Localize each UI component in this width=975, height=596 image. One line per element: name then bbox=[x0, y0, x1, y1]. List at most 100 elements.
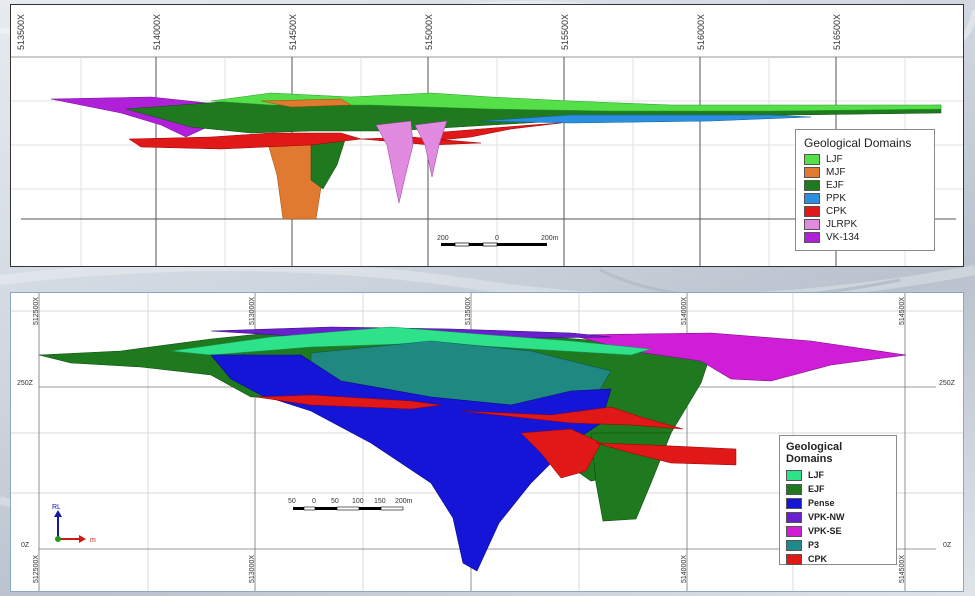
legend-label: P3 bbox=[808, 540, 820, 550]
legend-label: JLRPK bbox=[826, 219, 858, 230]
top-geology-bodies bbox=[50, 92, 942, 220]
legend-swatch bbox=[786, 469, 802, 481]
legend-swatch bbox=[786, 497, 802, 509]
legend-label: VK-134 bbox=[826, 232, 860, 243]
easting-label-top-5: 516000X bbox=[696, 14, 706, 50]
easting-label-bottom-4: 514500X bbox=[899, 297, 906, 325]
cpk-body-mid bbox=[360, 136, 482, 146]
legend-swatch bbox=[804, 180, 820, 191]
easting-label-bottom-3: 514000X bbox=[681, 297, 688, 325]
easting-label-bottom-0: 512500X bbox=[33, 297, 40, 325]
bottom-legend-title: Geological Domains bbox=[786, 441, 843, 465]
easting-label-bottom-1b: 513000X bbox=[249, 555, 256, 583]
elevation-label-250-left: 250Z bbox=[17, 380, 34, 387]
easting-label-bottom-3b: 514000X bbox=[681, 555, 688, 583]
top-scale-label-2: 200m bbox=[541, 235, 559, 242]
top-legend-item-mjf: MJF bbox=[804, 166, 926, 179]
legend-swatch bbox=[804, 232, 820, 243]
easting-label-top-3: 515000X bbox=[424, 14, 434, 50]
bottom-scale-label-3: 100 bbox=[352, 498, 364, 505]
vpk-se-body bbox=[570, 332, 907, 382]
bottom-section-view: 512500X 513000X 513500X 514000X 514500X … bbox=[11, 293, 963, 591]
cpk-body-bottom-3 bbox=[520, 428, 602, 479]
mjf-cap bbox=[260, 98, 352, 108]
bottom-legend-item-ljf: LJF bbox=[786, 468, 890, 482]
legend-label: LJF bbox=[808, 470, 825, 480]
legend-label: EJF bbox=[808, 484, 825, 494]
easting-label-top-1: 514000X bbox=[152, 14, 162, 50]
bottom-legend-item-cpk: CPK bbox=[786, 552, 890, 566]
top-scale-label-1: 0 bbox=[495, 235, 499, 242]
top-legend-title: Geological Domains bbox=[804, 136, 912, 150]
legend-swatch bbox=[786, 483, 802, 495]
bottom-legend-item-ejf: EJF bbox=[786, 482, 890, 496]
elevation-label-250-right: 250Z bbox=[939, 380, 956, 387]
easting-label-top-0: 513500X bbox=[16, 14, 26, 50]
ljf-body-bottom bbox=[170, 326, 652, 356]
legend-label: VPK-SE bbox=[808, 526, 842, 536]
legend-label: CPK bbox=[808, 554, 828, 564]
cpk-body-bottom-4 bbox=[595, 442, 737, 466]
triad-rl-label: RL bbox=[52, 504, 61, 511]
elevation-label-0-right: 0Z bbox=[943, 542, 952, 549]
legend-label: Pense bbox=[808, 498, 835, 508]
jlrpk-pipe-2 bbox=[414, 120, 448, 178]
cpk-body-bottom-1 bbox=[255, 394, 442, 410]
legend-swatch bbox=[786, 553, 802, 565]
bottom-scale-label-1: 0 bbox=[312, 498, 316, 505]
bottom-legend-item-vpk-nw: VPK-NW bbox=[786, 510, 890, 524]
easting-label-top-6: 516500X bbox=[832, 14, 842, 50]
top-legend-item-ejf: EJF bbox=[804, 179, 926, 192]
legend-label: PPK bbox=[826, 193, 847, 204]
easting-label-bottom-0b: 512500X bbox=[33, 555, 40, 583]
bottom-legend-item-pense: Pense bbox=[786, 496, 890, 510]
top-scale-bar: 200 0 200m bbox=[437, 235, 559, 247]
elevation-label-0-left: 0Z bbox=[21, 542, 30, 549]
bottom-scale-label-2: 50 bbox=[331, 498, 339, 505]
top-legend-item-ljf: LJF bbox=[804, 153, 926, 166]
bottom-legend: Geological Domains LJF EJF Pense VPK-NW … bbox=[779, 435, 897, 565]
top-legend: Geological Domains LJF MJF EJF PPK CPK J… bbox=[795, 129, 935, 251]
legend-swatch bbox=[804, 167, 820, 178]
top-scale-label-0: 200 bbox=[437, 235, 449, 242]
bottom-scale-label-0: 50 bbox=[288, 498, 296, 505]
legend-swatch bbox=[804, 154, 820, 165]
legend-label: VPK-NW bbox=[808, 512, 845, 522]
ejf-pipe bbox=[310, 136, 347, 190]
cpk-body-bottom-2 bbox=[460, 406, 684, 430]
top-legend-item-cpk: CPK bbox=[804, 205, 926, 218]
legend-label: MJF bbox=[826, 167, 846, 178]
legend-swatch bbox=[786, 525, 802, 537]
legend-label: LJF bbox=[826, 154, 843, 165]
legend-swatch bbox=[786, 511, 802, 523]
long-section-top-panel: 513500X 514000X 514500X 515000X 515500X … bbox=[10, 4, 964, 267]
bottom-scale-bar: 50 0 50 100 150 200m bbox=[288, 498, 413, 511]
orientation-triad: RL m bbox=[52, 504, 96, 544]
legend-swatch bbox=[804, 206, 820, 217]
easting-label-top-4: 515500X bbox=[560, 14, 570, 50]
easting-label-bottom-1: 513000X bbox=[249, 297, 256, 325]
top-section-view: 513500X 514000X 514500X 515000X 515500X … bbox=[11, 14, 963, 266]
legend-label: CPK bbox=[826, 206, 847, 217]
triad-m-label: m bbox=[90, 537, 96, 544]
top-legend-item-vk134: VK-134 bbox=[804, 231, 926, 244]
easting-label-bottom-2: 513500X bbox=[465, 297, 472, 325]
top-legend-item-ppk: PPK bbox=[804, 192, 926, 205]
easting-label-top-2: 514500X bbox=[288, 14, 298, 50]
legend-swatch bbox=[804, 219, 820, 230]
long-section-bottom-panel: 512500X 513000X 513500X 514000X 514500X … bbox=[10, 292, 964, 592]
bottom-legend-item-p3: P3 bbox=[786, 538, 890, 552]
ppk-body bbox=[480, 114, 812, 124]
bottom-geology-bodies bbox=[38, 326, 907, 572]
bottom-scale-label-4: 150 bbox=[374, 498, 386, 505]
bottom-scale-label-5: 200m bbox=[395, 498, 413, 505]
jlrpk-pipe-1 bbox=[375, 120, 414, 204]
easting-label-bottom-4b: 514500X bbox=[899, 555, 906, 583]
pense-body bbox=[210, 354, 612, 572]
legend-swatch bbox=[786, 539, 802, 551]
top-legend-item-jlrpk: JLRPK bbox=[804, 218, 926, 231]
bottom-legend-item-vpk-se: VPK-SE bbox=[786, 524, 890, 538]
legend-label: EJF bbox=[826, 180, 844, 191]
ljf-body bbox=[210, 92, 942, 112]
legend-swatch bbox=[804, 193, 820, 204]
